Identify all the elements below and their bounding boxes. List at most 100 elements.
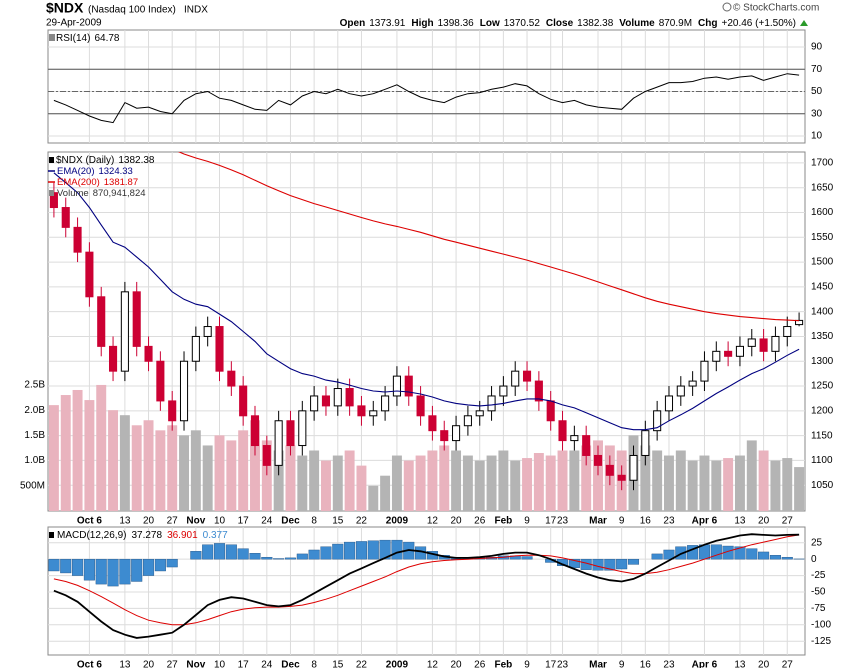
candle-body	[109, 345, 118, 372]
x-tick-label: 20	[143, 660, 155, 668]
x-tick-label: 22	[356, 516, 368, 527]
candle-body	[511, 370, 520, 387]
candle-body	[215, 326, 224, 372]
histogram-bar	[296, 553, 308, 560]
volume-bar	[190, 430, 201, 511]
y-tick-label: 30	[811, 108, 823, 119]
histogram-bar	[261, 556, 273, 560]
legend: EMA(200) 1381.87	[57, 177, 138, 188]
volume-bar	[510, 460, 521, 511]
legend-value: 870,941,824	[93, 188, 146, 199]
candle-body	[747, 338, 756, 347]
legend: Volume 870,941,824	[57, 188, 146, 199]
histogram-bar	[521, 556, 533, 560]
x-tick-label: 9	[524, 516, 530, 527]
x-tick-label: 2009	[386, 660, 409, 668]
y-tick-label: 1450	[811, 282, 834, 293]
legend-value: 64.78	[94, 33, 119, 44]
candle-body	[712, 350, 721, 362]
volume-bar	[143, 420, 154, 511]
candle-body	[570, 435, 579, 442]
volume-bar	[356, 465, 367, 511]
volume-bar	[238, 430, 249, 511]
x-tick-label: 9	[619, 516, 625, 527]
candle-body	[522, 370, 532, 382]
x-tick-label: 13	[734, 660, 746, 668]
candle-body	[381, 395, 390, 412]
y-tick-label: -125	[811, 636, 831, 647]
macd-line	[53, 533, 800, 639]
x-tick-label: 23	[557, 516, 569, 527]
y-tick-label: 1050	[811, 480, 834, 491]
candle-body	[191, 335, 200, 362]
legend-value: 1324.33	[98, 166, 132, 177]
legend-value: 1382.38	[118, 155, 155, 166]
candle-body	[664, 395, 674, 412]
volume-bar	[723, 458, 734, 511]
legend-name: EMA(200)	[57, 177, 100, 188]
field-value: +20.46 (+1.50%)	[722, 18, 797, 29]
y-tick-label: -50	[811, 587, 826, 598]
volume-bar	[593, 440, 603, 511]
x-tick-label: Oct 6	[77, 660, 102, 668]
candle-body	[783, 326, 792, 337]
candle-body	[262, 445, 271, 466]
y-tick-label: 1350	[811, 331, 834, 342]
x-tick-label: 27	[167, 660, 179, 668]
volume-bar	[687, 460, 698, 511]
histogram-bar	[273, 558, 285, 560]
candle-body	[369, 410, 378, 417]
histogram-bar	[568, 558, 580, 568]
x-tick-label: 20	[451, 660, 463, 668]
volume-bar	[119, 415, 130, 511]
field-value: 1373.91	[369, 18, 406, 29]
candle-body	[499, 385, 508, 397]
copyright: © StockCharts.com	[733, 3, 819, 14]
candle-body	[286, 420, 295, 447]
volume-bar	[746, 440, 757, 511]
x-tick-label: 12	[427, 660, 439, 668]
histogram-bar	[616, 558, 628, 570]
candle-body	[771, 335, 780, 352]
volume-bar	[60, 395, 71, 511]
rsi-line	[53, 73, 800, 124]
volume-tick-label: 1.5B	[24, 430, 45, 441]
x-tick-label: 9	[524, 660, 530, 668]
candle-body	[250, 415, 260, 447]
y-tick-label: 1650	[811, 182, 834, 193]
volume-bar	[439, 445, 450, 511]
histogram-bar	[663, 549, 675, 560]
y-tick-label: 90	[811, 42, 823, 53]
volume-bar	[368, 485, 379, 511]
x-tick-label: 16	[640, 660, 652, 668]
candle-body	[475, 410, 484, 417]
volume-bar	[131, 425, 142, 511]
x-tick-label: Dec	[281, 660, 300, 668]
volume-bar	[569, 450, 580, 511]
legend-value: 36.901	[167, 530, 198, 541]
volume-bar	[427, 450, 438, 511]
y-tick-label: 1150	[811, 430, 833, 441]
y-tick-label: 1250	[811, 381, 834, 392]
x-tick-label: 8	[311, 516, 317, 527]
legend-name: EMA(20)	[57, 166, 94, 177]
candle-body	[676, 385, 685, 397]
histogram-bar	[746, 548, 758, 560]
x-tick-label: 12	[427, 516, 439, 527]
field-label: Open	[340, 18, 366, 29]
candle-body	[203, 326, 212, 337]
volume-bar	[474, 460, 485, 511]
candle-body	[61, 207, 70, 228]
candle-body	[534, 380, 543, 402]
volume-bar	[380, 475, 391, 511]
candle-body	[132, 291, 141, 347]
histogram-bar	[48, 558, 60, 572]
x-tick-label: 22	[356, 660, 368, 668]
x-tick-label: 15	[332, 660, 344, 668]
y-tick-label: 10	[811, 131, 823, 142]
histogram-bar	[769, 555, 781, 560]
x-tick-label: 9	[619, 660, 625, 668]
field-value: 1382.38	[577, 18, 614, 29]
volume-tick-label: 1.0B	[24, 455, 45, 466]
